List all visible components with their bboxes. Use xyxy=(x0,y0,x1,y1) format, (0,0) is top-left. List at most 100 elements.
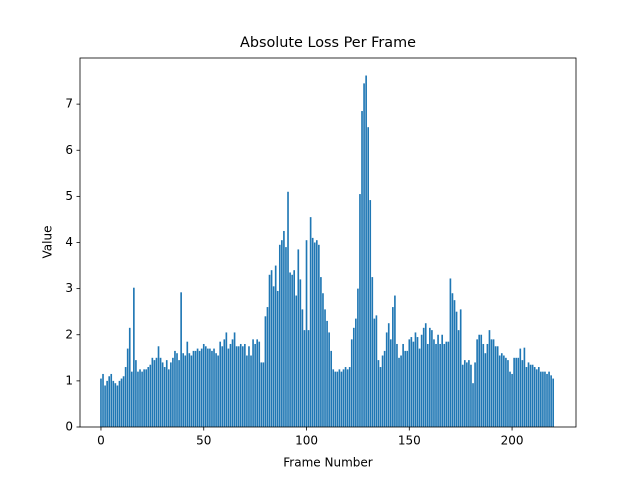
bar xyxy=(126,348,129,427)
bar xyxy=(182,353,185,427)
bar xyxy=(550,375,552,427)
bar xyxy=(451,293,454,427)
bar xyxy=(307,330,310,427)
bar xyxy=(184,355,187,427)
bar xyxy=(492,339,495,427)
bar xyxy=(449,278,452,427)
y-tick-label: 3 xyxy=(65,281,73,295)
bar xyxy=(484,353,487,427)
bar xyxy=(213,348,215,427)
bar xyxy=(332,369,335,427)
x-tick-label: 50 xyxy=(196,434,211,448)
bar xyxy=(433,339,435,427)
bar xyxy=(527,362,530,427)
bar xyxy=(486,343,489,427)
bar xyxy=(128,327,131,427)
bar xyxy=(241,346,244,427)
bar xyxy=(418,348,421,427)
bar xyxy=(281,240,283,427)
bar xyxy=(145,369,148,427)
bar xyxy=(124,367,127,427)
bar xyxy=(402,343,404,427)
bar xyxy=(141,371,143,427)
bar xyxy=(215,353,217,427)
bar xyxy=(116,385,119,427)
bar xyxy=(373,318,376,427)
y-tick-label: 6 xyxy=(65,143,73,157)
bar xyxy=(474,362,476,427)
bar xyxy=(412,341,415,427)
bar xyxy=(482,343,485,427)
bar xyxy=(262,362,265,427)
bar xyxy=(344,367,347,427)
bar xyxy=(424,323,427,427)
bar xyxy=(260,362,263,427)
bar xyxy=(544,371,546,427)
bar xyxy=(219,341,222,427)
bar xyxy=(233,332,236,427)
bar xyxy=(237,346,240,427)
bar xyxy=(435,343,437,427)
bar xyxy=(529,364,532,427)
bar xyxy=(239,343,242,427)
bar xyxy=(320,277,322,427)
bar xyxy=(330,350,333,427)
bar xyxy=(531,364,534,427)
bar xyxy=(143,369,145,427)
bar xyxy=(112,380,115,427)
bar xyxy=(104,385,106,427)
bar xyxy=(297,249,300,427)
bar xyxy=(209,348,211,427)
bar xyxy=(285,247,287,427)
bar xyxy=(367,127,370,427)
bar xyxy=(157,346,160,427)
bar xyxy=(496,346,499,427)
bar xyxy=(404,350,407,427)
bar xyxy=(511,373,513,427)
bar xyxy=(250,355,252,427)
y-axis-label: Value xyxy=(41,226,55,259)
bar xyxy=(336,371,339,427)
bar xyxy=(291,274,293,427)
bar xyxy=(149,364,152,427)
bar xyxy=(192,350,195,427)
bar xyxy=(299,279,302,427)
bar xyxy=(535,369,538,427)
bar xyxy=(500,353,503,427)
bar xyxy=(118,380,121,427)
bar xyxy=(488,330,491,427)
bar xyxy=(416,337,419,427)
bar xyxy=(346,369,349,427)
bar xyxy=(186,341,189,427)
bar xyxy=(223,339,226,427)
bar xyxy=(114,383,117,427)
bar xyxy=(180,292,182,427)
bar xyxy=(264,316,267,427)
bar xyxy=(248,346,250,427)
bar xyxy=(546,373,548,427)
bar xyxy=(513,357,515,427)
bar xyxy=(369,200,372,427)
bar xyxy=(507,360,509,427)
bar xyxy=(414,332,417,427)
bar xyxy=(519,348,522,427)
bar xyxy=(340,371,343,427)
bar xyxy=(311,237,314,427)
bar xyxy=(137,371,139,427)
bar xyxy=(309,217,312,427)
bar xyxy=(515,357,518,427)
bar xyxy=(221,346,224,427)
bar xyxy=(305,240,308,427)
bar xyxy=(548,371,550,427)
y-tick-label: 0 xyxy=(65,420,73,434)
bar xyxy=(470,364,472,427)
bar xyxy=(461,364,464,427)
bar xyxy=(153,360,156,427)
bar xyxy=(503,355,505,427)
bar xyxy=(348,367,351,427)
bar xyxy=(334,371,337,427)
bar xyxy=(254,343,256,427)
x-tick-label: 0 xyxy=(97,434,105,448)
bar xyxy=(359,194,361,427)
chart-title: Absolute Loss Per Frame xyxy=(240,35,416,51)
